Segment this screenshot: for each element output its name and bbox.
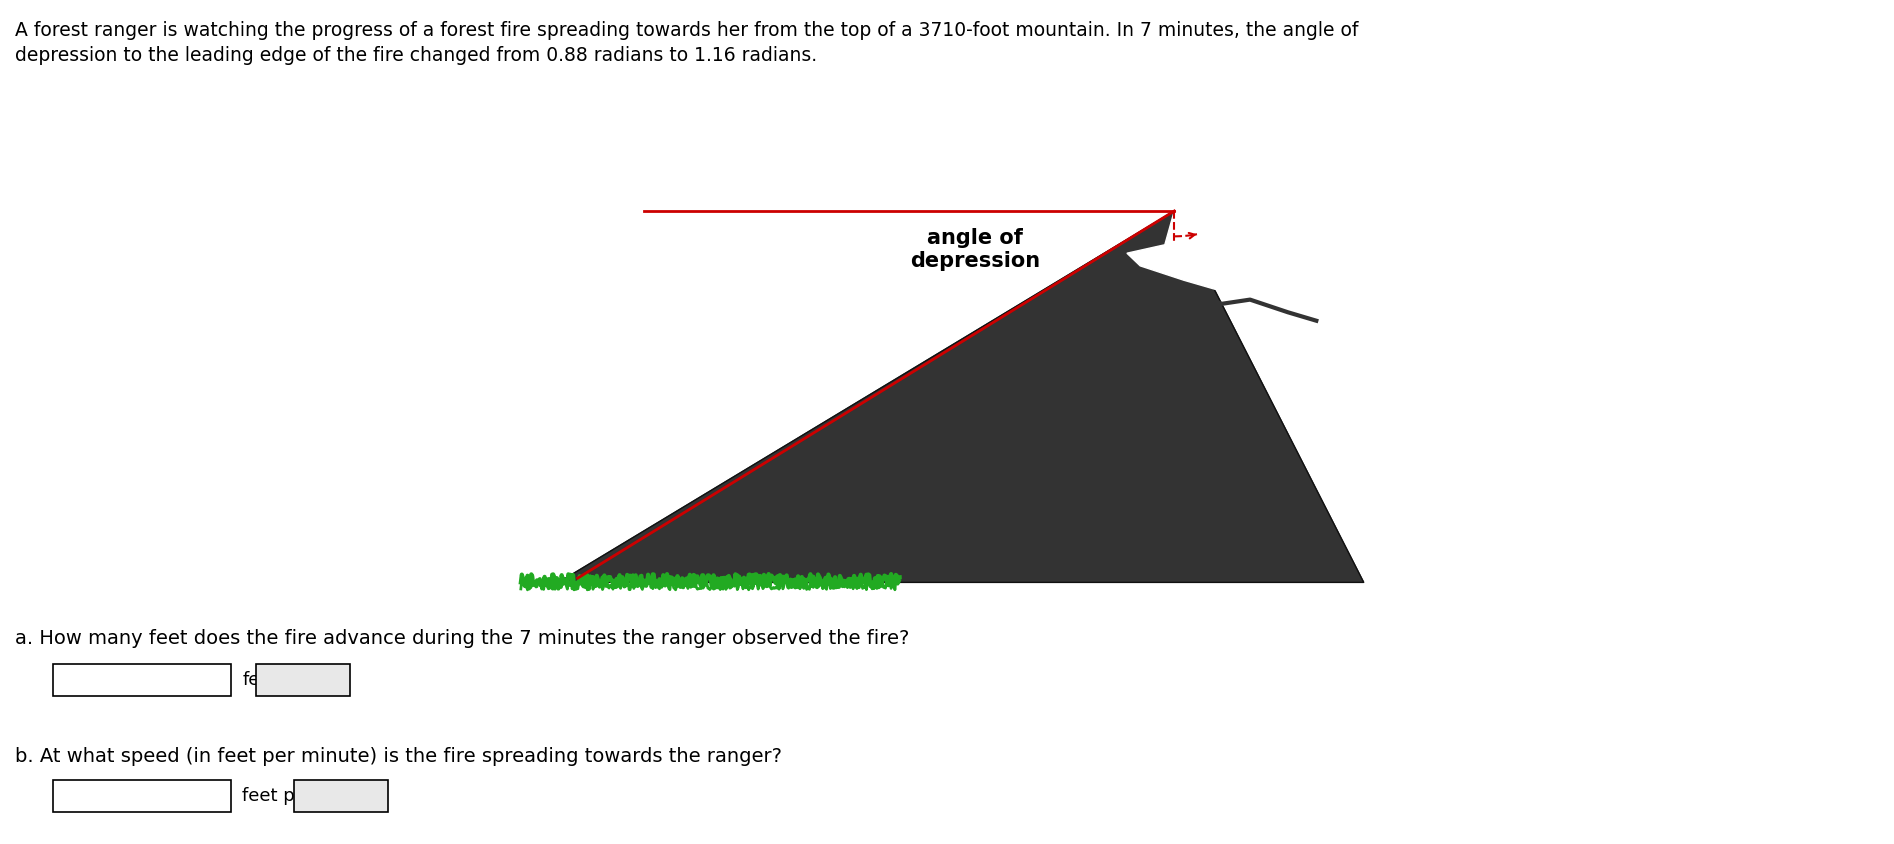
Text: feet per minute: feet per minute (242, 787, 383, 805)
Text: feet: feet (242, 671, 278, 690)
Polygon shape (1127, 211, 1273, 291)
Polygon shape (1203, 263, 1288, 291)
Text: A forest ranger is watching the progress of a forest fire spreading towards her : A forest ranger is watching the progress… (15, 21, 1358, 41)
Text: angle of
depression: angle of depression (911, 228, 1040, 271)
FancyBboxPatch shape (294, 780, 388, 812)
Text: Preview: Preview (305, 787, 377, 805)
Text: depression to the leading edge of the fire changed from 0.88 radians to 1.16 rad: depression to the leading edge of the fi… (15, 46, 818, 66)
FancyBboxPatch shape (53, 664, 231, 696)
Polygon shape (559, 211, 1364, 582)
Text: a. How many feet does the fire advance during the 7 minutes the ranger observed : a. How many feet does the fire advance d… (15, 629, 909, 648)
Text: b. At what speed (in feet per minute) is the fire spreading towards the ranger?: b. At what speed (in feet per minute) is… (15, 747, 782, 766)
Text: Preview: Preview (267, 671, 339, 690)
FancyBboxPatch shape (256, 664, 350, 696)
FancyBboxPatch shape (53, 780, 231, 812)
